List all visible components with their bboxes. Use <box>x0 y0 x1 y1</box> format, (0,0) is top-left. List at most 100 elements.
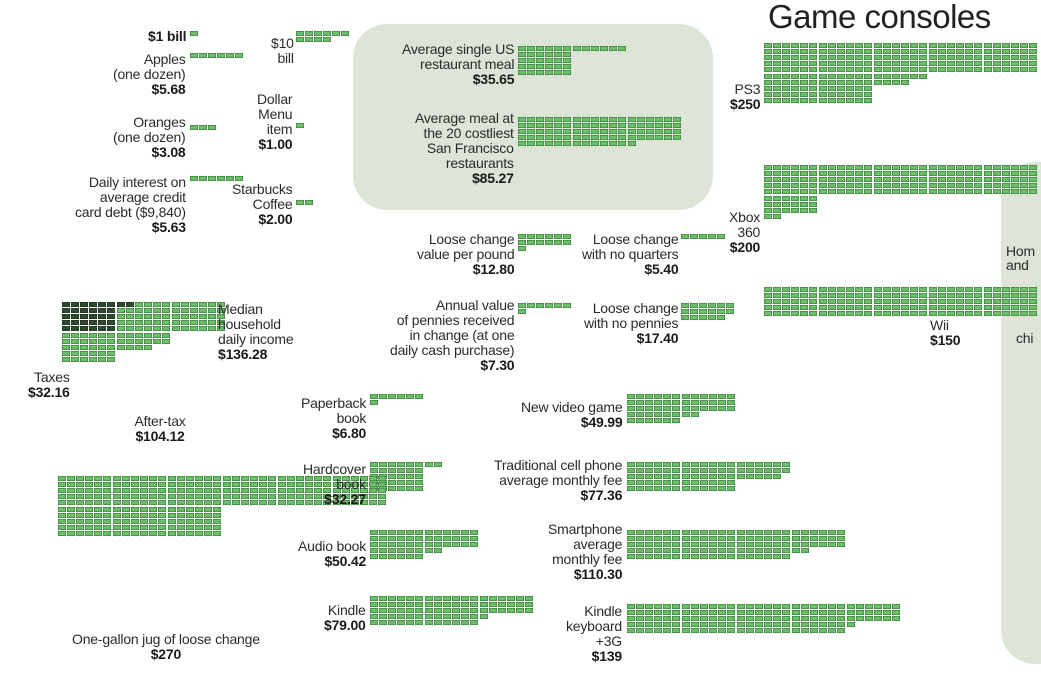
smartphone-fee-3-block-cell <box>810 542 818 547</box>
median-income-3-block-cell <box>89 357 97 362</box>
change-no-pennies-0-block-cell <box>699 303 707 308</box>
cell-fee-1-block-cell <box>682 486 690 491</box>
jug-2-block-cell <box>186 482 194 487</box>
xbox-4-block-cell <box>993 183 1001 188</box>
wii-0-block-cell <box>764 287 772 292</box>
wii-3-block-cell <box>974 305 982 310</box>
jug-6-block-cell <box>103 519 111 524</box>
cell-fee-1-block-cell <box>727 480 735 485</box>
kindle-2-block-cell <box>525 608 533 613</box>
cell-fee-1-block-cell <box>700 486 708 491</box>
smartphone-fee-2-block-cell <box>746 542 754 547</box>
kindle-1-block-cell <box>425 608 433 613</box>
wii-4-block-cell <box>1029 287 1037 292</box>
median-income-1-block-cell <box>135 326 143 331</box>
audio-book-1-block-cell <box>443 542 451 547</box>
kindle-3g-1-block-cell <box>691 610 699 615</box>
jug-2-block-cell <box>177 500 185 505</box>
smartphone-fee-0-block-cell <box>627 536 635 541</box>
jug-2-block-cell <box>186 494 194 499</box>
cell-fee-0-blocks <box>627 462 680 491</box>
wii-2-blocks <box>874 287 927 316</box>
jug-5-block-cell <box>333 500 341 505</box>
ps3-1-block-cell <box>864 61 872 66</box>
ps3-2-block-cell <box>874 43 882 48</box>
smartphone-fee-2-block-cell <box>746 554 754 559</box>
smartphone-fee-2-block-cell <box>764 530 772 535</box>
wii-2-block-cell <box>919 287 927 292</box>
hardcover-0-block-cell <box>379 468 387 473</box>
xbox-3-block-cell <box>929 177 937 182</box>
hardcover-0-block-cell <box>397 480 405 485</box>
kindle-3g-2-block-cell <box>782 604 790 609</box>
kindle-2-block-cell <box>480 608 488 613</box>
wii-1-block-cell <box>864 305 872 310</box>
smartphone-fee-3-block-cell <box>837 536 845 541</box>
us-meal-0-block-cell <box>527 52 535 57</box>
median-income-label-line: daily income <box>218 331 294 347</box>
smartphone-fee-2-block-cell <box>737 536 745 541</box>
ps3-8-block-cell <box>874 74 882 79</box>
kindle-3g-4-block-cell <box>856 616 864 621</box>
wii-3-blocks <box>929 287 982 316</box>
wii-0-block-cell <box>809 305 817 310</box>
kindle-3g-4-block-cell <box>883 610 891 615</box>
sf-meal-2-block-cell <box>673 129 681 134</box>
ps3-1-block-cell <box>846 61 854 66</box>
audio-book-0-block-cell <box>406 548 414 553</box>
median-income-4-block-cell <box>126 333 134 338</box>
wii-1-block-cell <box>855 287 863 292</box>
median-income-3-block-cell <box>89 339 97 344</box>
wii-2-block-cell <box>901 293 909 298</box>
audio-book-1-block-cell <box>434 530 442 535</box>
median-income-4-block-cell <box>144 339 152 344</box>
ps3-1-block-cell <box>864 49 872 54</box>
hardcover-0-block-cell <box>415 486 423 491</box>
sf-meal-1-block-cell <box>591 135 599 140</box>
xbox-6-block-cell <box>764 202 772 207</box>
xbox-0-block-cell <box>809 177 817 182</box>
kindle-1-block-cell <box>470 614 478 619</box>
jug-5-block-cell <box>378 482 386 487</box>
jug-4-block-cell <box>314 494 322 499</box>
ps3-7-block-cell <box>855 74 863 79</box>
cell-fee-0-block-cell <box>654 486 662 491</box>
us-meal-0-block-cell <box>527 64 535 69</box>
audio-book-1-block-cell <box>452 536 460 541</box>
oranges-label-line: (one dozen) <box>113 129 186 145</box>
ps3-6-block-cell <box>782 98 790 103</box>
kindle-3g-3-block-cell <box>819 622 827 627</box>
smartphone-fee-0-block-cell <box>645 530 653 535</box>
ps3-1-block-cell <box>855 49 863 54</box>
median-income-2-block-cell <box>199 314 207 319</box>
smartphone-fee-1-block-cell <box>682 542 690 547</box>
ps3-1-block-cell <box>819 55 827 60</box>
kindle-1-block-cell <box>452 620 460 625</box>
ps3-8-block-cell <box>892 74 900 79</box>
kindle-3g-4-block-cell <box>874 616 882 621</box>
ps3-7-block-cell <box>855 86 863 91</box>
ps3-3-block-cell <box>947 49 955 54</box>
kindle-3g-price: $139 <box>591 648 623 664</box>
wii-3-block-cell <box>929 293 937 298</box>
median-income-1-block-cell <box>126 326 134 331</box>
median-income-2-block-cell <box>217 326 225 331</box>
kindle-3g-3-block-cell <box>837 610 845 615</box>
smartphone-fee-price: $110.30 <box>573 566 623 582</box>
wii-2-block-cell <box>883 299 891 304</box>
credit-interest-0-block-cell <box>217 176 225 181</box>
pennies-label: Annual value of pennies received in change… <box>390 298 515 373</box>
jug-2-block-cell <box>213 500 221 505</box>
jug-5-block-cell <box>378 500 386 505</box>
hardcover-price: $32.27 <box>324 491 366 507</box>
cell-fee-0-block-cell <box>672 468 680 473</box>
median-income-0-block-cell <box>62 320 70 325</box>
audio-book-1-block-cell <box>425 530 433 535</box>
sf-meal-label-line: the 20 costliest <box>423 125 514 141</box>
sf-meal-0-block-cell <box>536 123 544 128</box>
audio-book-1-block-cell <box>434 548 442 553</box>
xbox-1-block-cell <box>819 165 827 170</box>
xbox-3-block-cell <box>974 177 982 182</box>
cell-fee-0-block-cell <box>654 462 662 467</box>
audio-book-1-block-cell <box>470 530 478 535</box>
